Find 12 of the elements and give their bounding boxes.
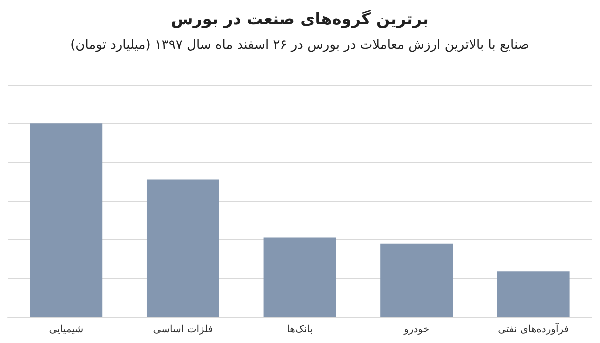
x-tick-label: شیمیایی — [49, 324, 84, 336]
bar — [30, 124, 103, 317]
x-tick-label: خودرو — [403, 324, 430, 336]
bar — [497, 272, 570, 317]
chart-subtitle: صنایع با بالاترین ارزش معاملات در بورس در ۲۶ اسفند ماه سال ۱۳۹۷ (میلیارد تومان) — [70, 38, 530, 53]
bar — [380, 244, 454, 317]
x-tick-label: فلزات اساسی — [153, 324, 214, 336]
bar — [264, 238, 336, 317]
x-tick-label: فرآورده‌های نفتی — [498, 322, 570, 336]
bar — [146, 180, 220, 317]
x-tick-label: بانک‌ها — [287, 324, 313, 336]
chart-title: برترین گروه‌های صنعت در بورس — [171, 10, 429, 28]
